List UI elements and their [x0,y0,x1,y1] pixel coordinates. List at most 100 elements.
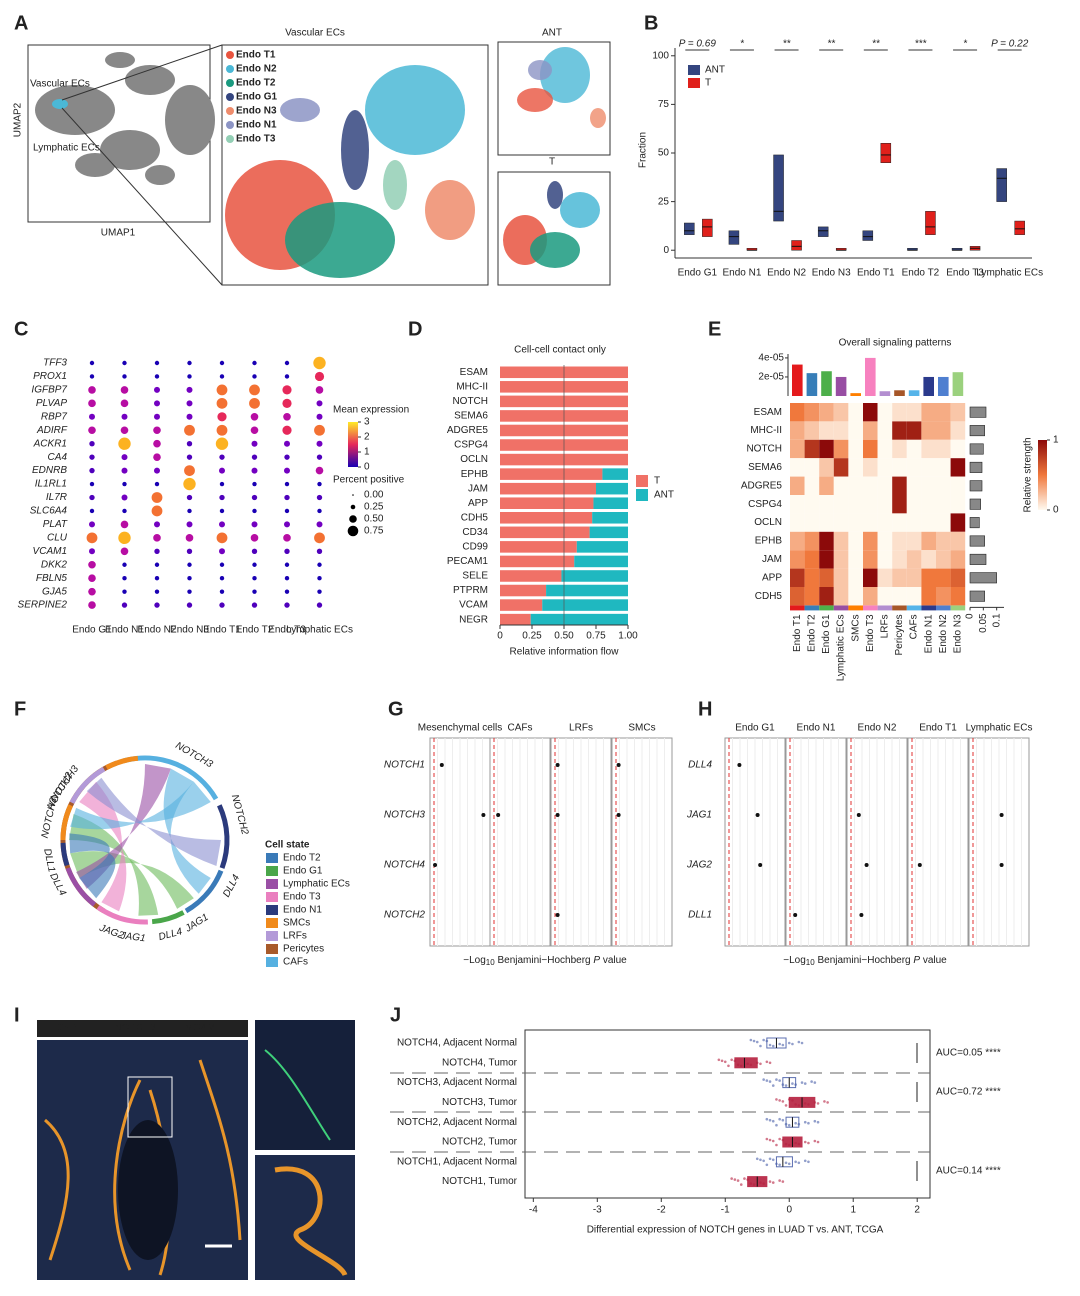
arc [65,867,97,907]
cell [848,550,863,569]
ant-box [497,41,611,156]
facet-title: Endo N1 [797,723,836,734]
dot [249,397,260,409]
row-label: ESAM [460,367,488,378]
dot [187,374,192,379]
bar [589,526,628,539]
cluster [560,192,600,228]
dot [154,386,160,393]
dot [153,534,161,542]
bar [500,468,603,480]
cluster [540,47,590,103]
legend-label: Endo T3 [283,892,321,903]
legend-swatch [266,944,278,954]
dot [186,494,193,501]
dot [252,481,257,487]
dot [122,562,127,567]
legend-swatch [266,931,278,941]
dot [88,574,96,582]
cell [877,439,893,459]
cell [804,439,820,459]
dot [317,576,322,581]
dot [120,426,129,435]
bar [602,468,628,480]
col-label: SMCs [850,614,861,641]
cell [804,531,820,551]
umap-label: Vascular ECs [30,79,90,90]
cell [921,531,936,551]
bar [592,512,628,524]
jitter [778,1079,781,1082]
bar [500,599,543,611]
point [555,813,560,817]
jitter [739,1183,743,1186]
cell [877,421,893,440]
inset-title: ANT [542,28,562,39]
cell [819,476,834,495]
dot [284,548,290,554]
dot [251,467,258,474]
legend-swatch [636,489,648,501]
dot [184,424,195,436]
dot [219,548,225,555]
dot [89,441,95,447]
cell [906,587,922,606]
stain-label: NOTCH3 [114,1023,156,1034]
cell [877,403,893,422]
dot [251,440,258,447]
col-bar [923,376,934,396]
cell [950,587,966,606]
dot [315,466,324,475]
cell [848,513,863,532]
legend-tick: 0 [1053,505,1059,516]
cell [848,476,863,495]
size-key [347,525,359,537]
legend-label: Endo T1 [236,50,276,61]
panel-letter: A [14,12,28,34]
x-tick-label: Endo T1 [203,625,241,636]
dot [252,576,257,581]
dot [284,602,290,608]
jitter [813,1139,817,1143]
dot [154,374,160,379]
legend-label: ANT [654,490,674,501]
x-tick-label: Endo N1 [722,268,761,279]
cell [848,587,863,606]
cell [804,421,820,440]
row-label: MHC-II [750,425,782,436]
x-tick-label: Endo T3 [268,625,306,636]
dot [219,562,225,567]
row-label: EPHB [755,536,783,547]
row-bar [969,572,997,584]
row-label: VCAM [459,600,488,611]
legend-swatch [266,957,278,967]
row-bar [969,517,980,529]
dot [316,494,323,501]
dot [154,400,160,407]
legend-label: Pericytes [283,944,324,955]
jitter [784,1161,788,1165]
jitter [768,1043,772,1047]
row-label: OCLN [754,517,782,528]
p-label: * [963,39,968,50]
jitter [755,1040,759,1044]
col-label: Endo T1 [792,614,803,652]
cell [848,439,863,459]
cell [906,439,922,459]
cell [892,495,907,514]
jitter [720,1059,724,1063]
cell [906,495,922,514]
row-label: EPHB [461,469,489,480]
cell [863,439,878,459]
dot [89,494,95,501]
cell [921,513,936,532]
cell [950,421,966,440]
dot [121,494,128,501]
dot [120,386,129,394]
x-tick-label: 1.00 [618,631,638,642]
bar [500,497,594,509]
colorbar [348,422,358,467]
chord-label: DLL4 [221,873,242,900]
legend-tick: 1 [364,447,370,458]
